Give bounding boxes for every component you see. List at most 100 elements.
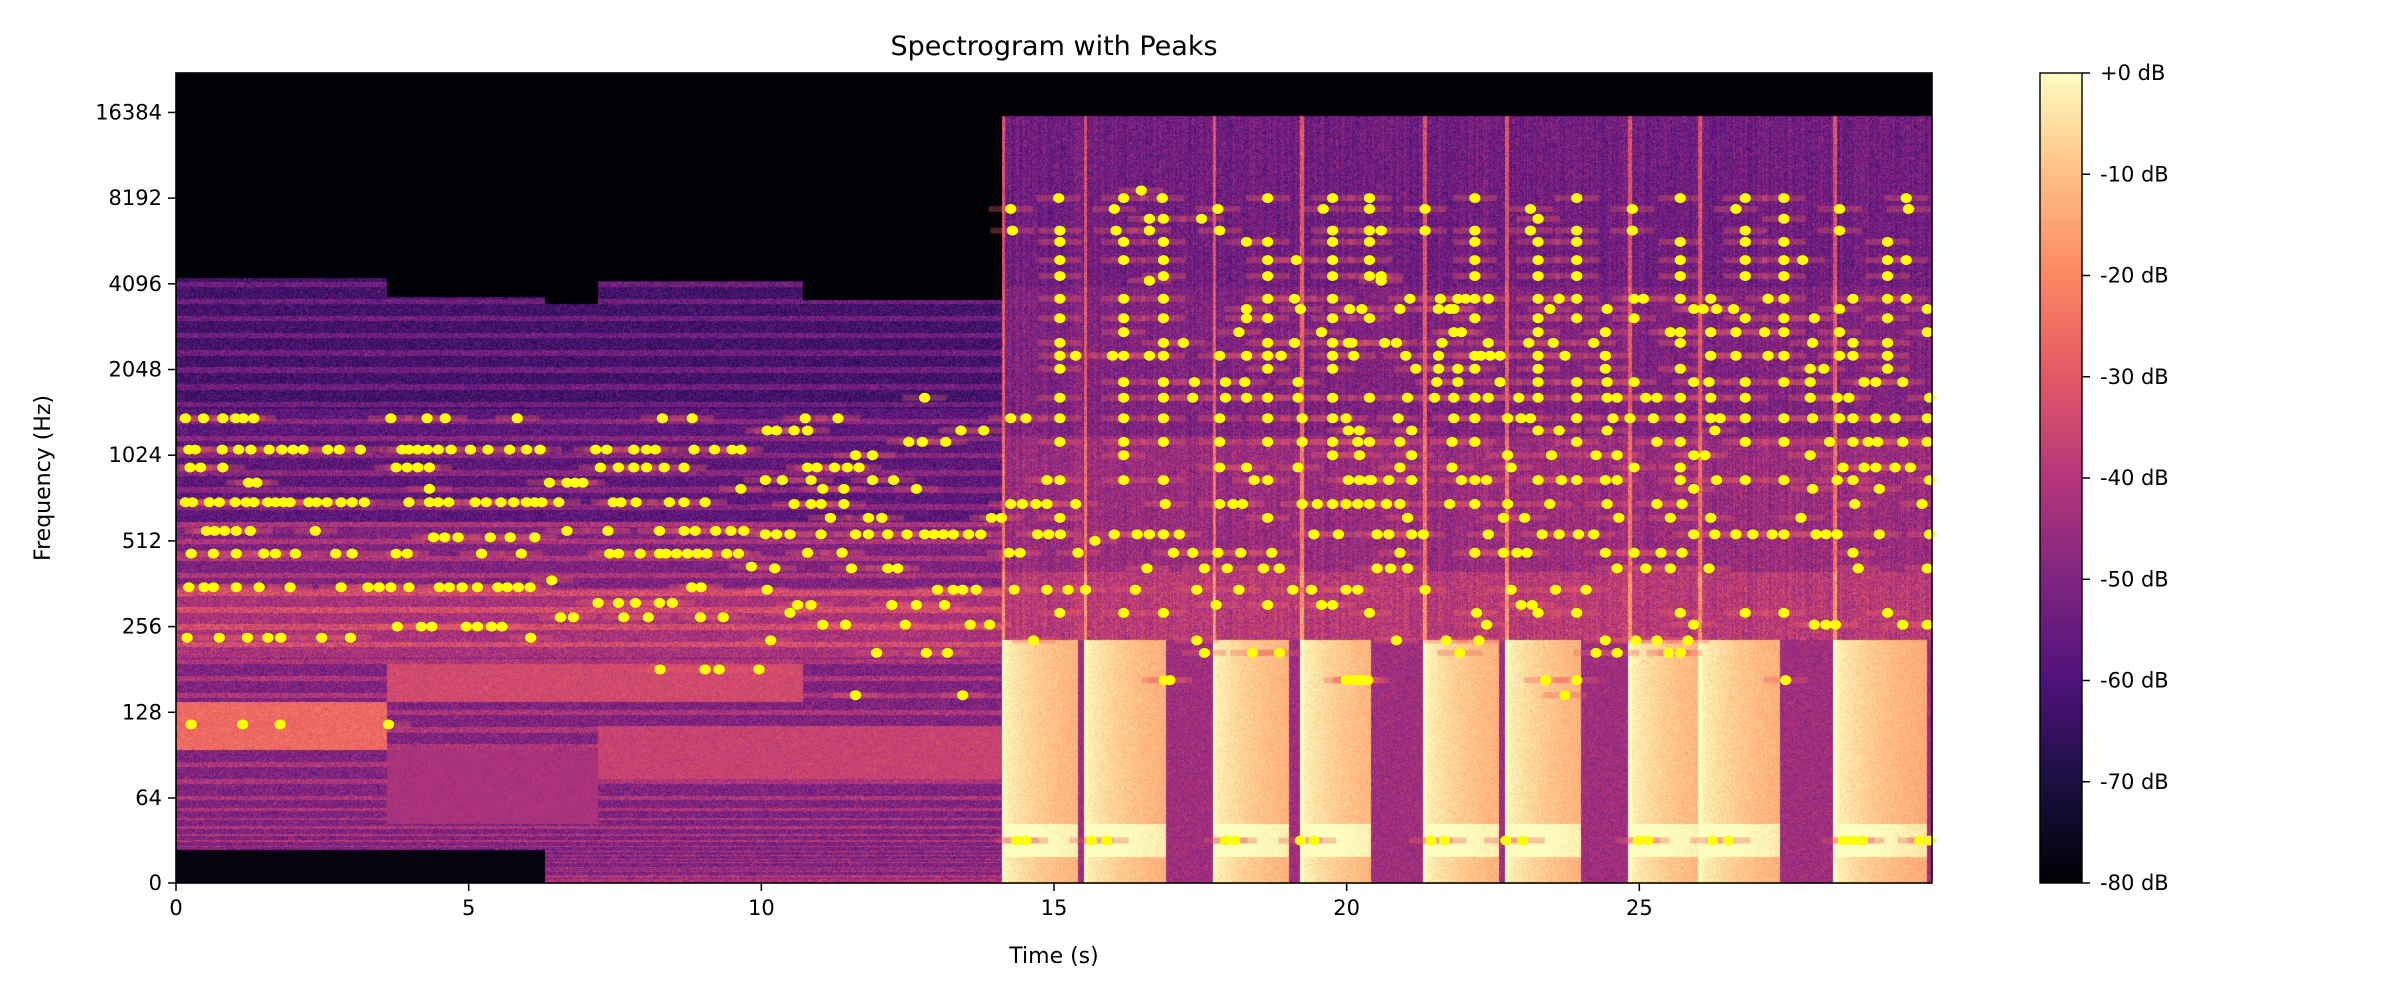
peak-point [1235, 547, 1247, 558]
peak-point [1858, 377, 1870, 388]
peak-point [237, 413, 249, 424]
colorbar-tick-label: -20 dB [2100, 264, 2169, 288]
peak-point [686, 582, 698, 593]
peak-point [1580, 584, 1592, 595]
peak-point [1342, 425, 1355, 436]
peak-point [1553, 293, 1565, 304]
peak-point [1544, 499, 1556, 510]
peak-point [840, 619, 852, 630]
peak-point [524, 582, 536, 593]
peak-point [649, 444, 661, 455]
peak-point [1873, 529, 1885, 540]
peak-point [1897, 436, 1909, 447]
peak-point [1739, 193, 1751, 204]
peak-point [801, 547, 814, 558]
peak-point [1143, 225, 1156, 236]
peak-point [1904, 462, 1916, 473]
peak-point [1384, 563, 1397, 574]
peak-point [385, 582, 397, 593]
peak-point [1157, 529, 1170, 540]
peak-point [382, 719, 395, 730]
peak-point [1212, 204, 1224, 215]
peak-point [460, 621, 472, 632]
peak-point [1897, 377, 1909, 388]
peak-point [1118, 413, 1130, 424]
colorbar-tick-label: -10 dB [2100, 162, 2169, 186]
peak-point [1240, 392, 1253, 403]
peak-point [1571, 293, 1583, 304]
peak-point [1766, 529, 1778, 540]
peak-point [1497, 512, 1510, 523]
peak-point [189, 444, 201, 455]
peak-point [1014, 547, 1026, 558]
peak-point [799, 413, 811, 424]
peak-point [469, 497, 481, 508]
peak-point [1157, 413, 1170, 424]
peak-point [403, 444, 415, 455]
peak-point [1526, 599, 1538, 610]
peak-point [1590, 647, 1602, 658]
peak-point [765, 635, 777, 646]
peak-point [229, 497, 241, 508]
peak-point [1705, 327, 1717, 338]
peak-point [1054, 255, 1066, 266]
peak-point [1559, 690, 1571, 701]
peak-point [1778, 193, 1790, 204]
peak-point [653, 597, 666, 608]
peak-point [1688, 304, 1700, 315]
peak-point [947, 584, 959, 595]
peak-point [1167, 547, 1180, 558]
peak-point [1831, 475, 1843, 486]
peak-point [770, 529, 783, 540]
peak-point [1041, 499, 1053, 510]
peak-point [1628, 313, 1640, 324]
peak-point [534, 444, 546, 455]
peak-point [1469, 436, 1481, 447]
peak-point [1131, 529, 1143, 540]
peak-point [1212, 547, 1224, 558]
peak-point [1287, 584, 1299, 595]
peak-point [1143, 275, 1156, 286]
y-tick-label: 0 [149, 871, 162, 895]
peak-point [1239, 377, 1251, 388]
peak-point [1262, 475, 1274, 486]
peak-point [1431, 377, 1443, 388]
peak-point [725, 525, 737, 536]
peak-point [1532, 255, 1544, 266]
peak-point [957, 690, 969, 701]
peak-point [1108, 204, 1120, 215]
peak-point [1739, 607, 1751, 618]
peak-point [1363, 193, 1376, 204]
peak-point [1455, 327, 1467, 338]
y-tick-label: 4096 [109, 272, 162, 296]
peak-point [543, 477, 556, 488]
peak-point [753, 664, 765, 675]
peak-point [1655, 547, 1667, 558]
peak-point [1240, 304, 1253, 315]
peak-point [1469, 475, 1481, 486]
x-axis-ticks: 0 5 10 15 20 25 [169, 883, 1653, 920]
peak-point [1432, 363, 1445, 374]
peak-point [838, 499, 850, 510]
peak-point [1469, 271, 1481, 282]
peak-point [1778, 377, 1790, 388]
peak-point [788, 425, 800, 436]
peak-point [1448, 413, 1460, 424]
peak-point [916, 436, 928, 447]
peak-point [1480, 619, 1493, 630]
peak-point [1294, 304, 1307, 315]
peak-point [1308, 529, 1320, 540]
peak-point [1674, 647, 1686, 658]
peak-point [1524, 225, 1537, 236]
peak-point [663, 497, 676, 508]
peak-point [1446, 462, 1458, 473]
peak-point [1641, 835, 1654, 846]
peak-point [511, 413, 523, 424]
peak-point [1727, 304, 1740, 315]
peak-point [1469, 392, 1481, 403]
peak-point [287, 444, 299, 455]
peak-point [1511, 547, 1523, 558]
peak-point [1327, 193, 1339, 204]
peak-point [866, 450, 879, 461]
peak-point [333, 444, 345, 455]
